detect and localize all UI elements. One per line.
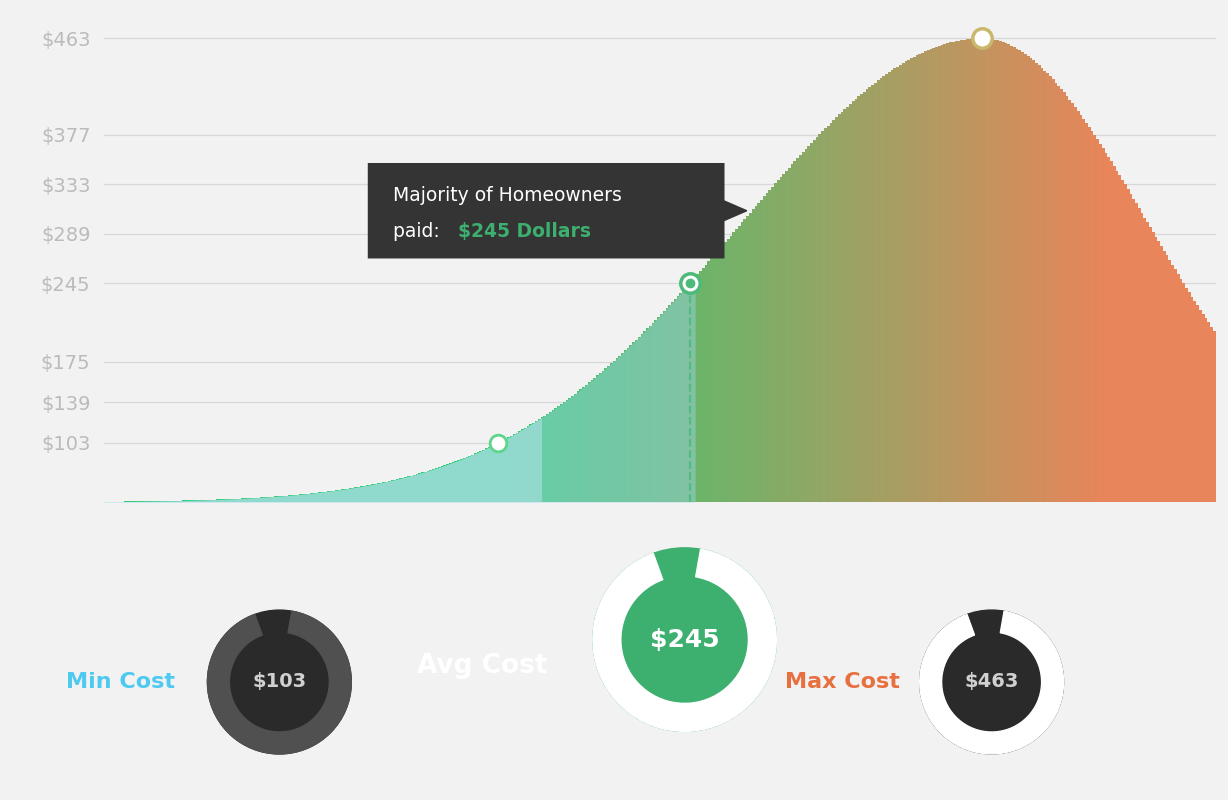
Text: $463: $463 [964,673,1019,691]
Polygon shape [716,198,747,224]
Circle shape [208,610,351,754]
Wedge shape [920,611,1063,754]
Text: Avg Cost: Avg Cost [418,653,548,678]
Text: $103: $103 [252,673,307,691]
Circle shape [920,610,1063,754]
Text: $245: $245 [650,627,720,651]
FancyBboxPatch shape [367,163,725,258]
Wedge shape [593,550,776,731]
Wedge shape [208,611,351,754]
Text: Majority of Homeowners: Majority of Homeowners [393,186,623,205]
Text: Max Cost: Max Cost [785,672,900,691]
Text: $245 Dollars: $245 Dollars [458,222,591,242]
Text: Min Cost: Min Cost [66,672,174,691]
Text: paid:: paid: [393,222,446,242]
Circle shape [593,548,776,731]
